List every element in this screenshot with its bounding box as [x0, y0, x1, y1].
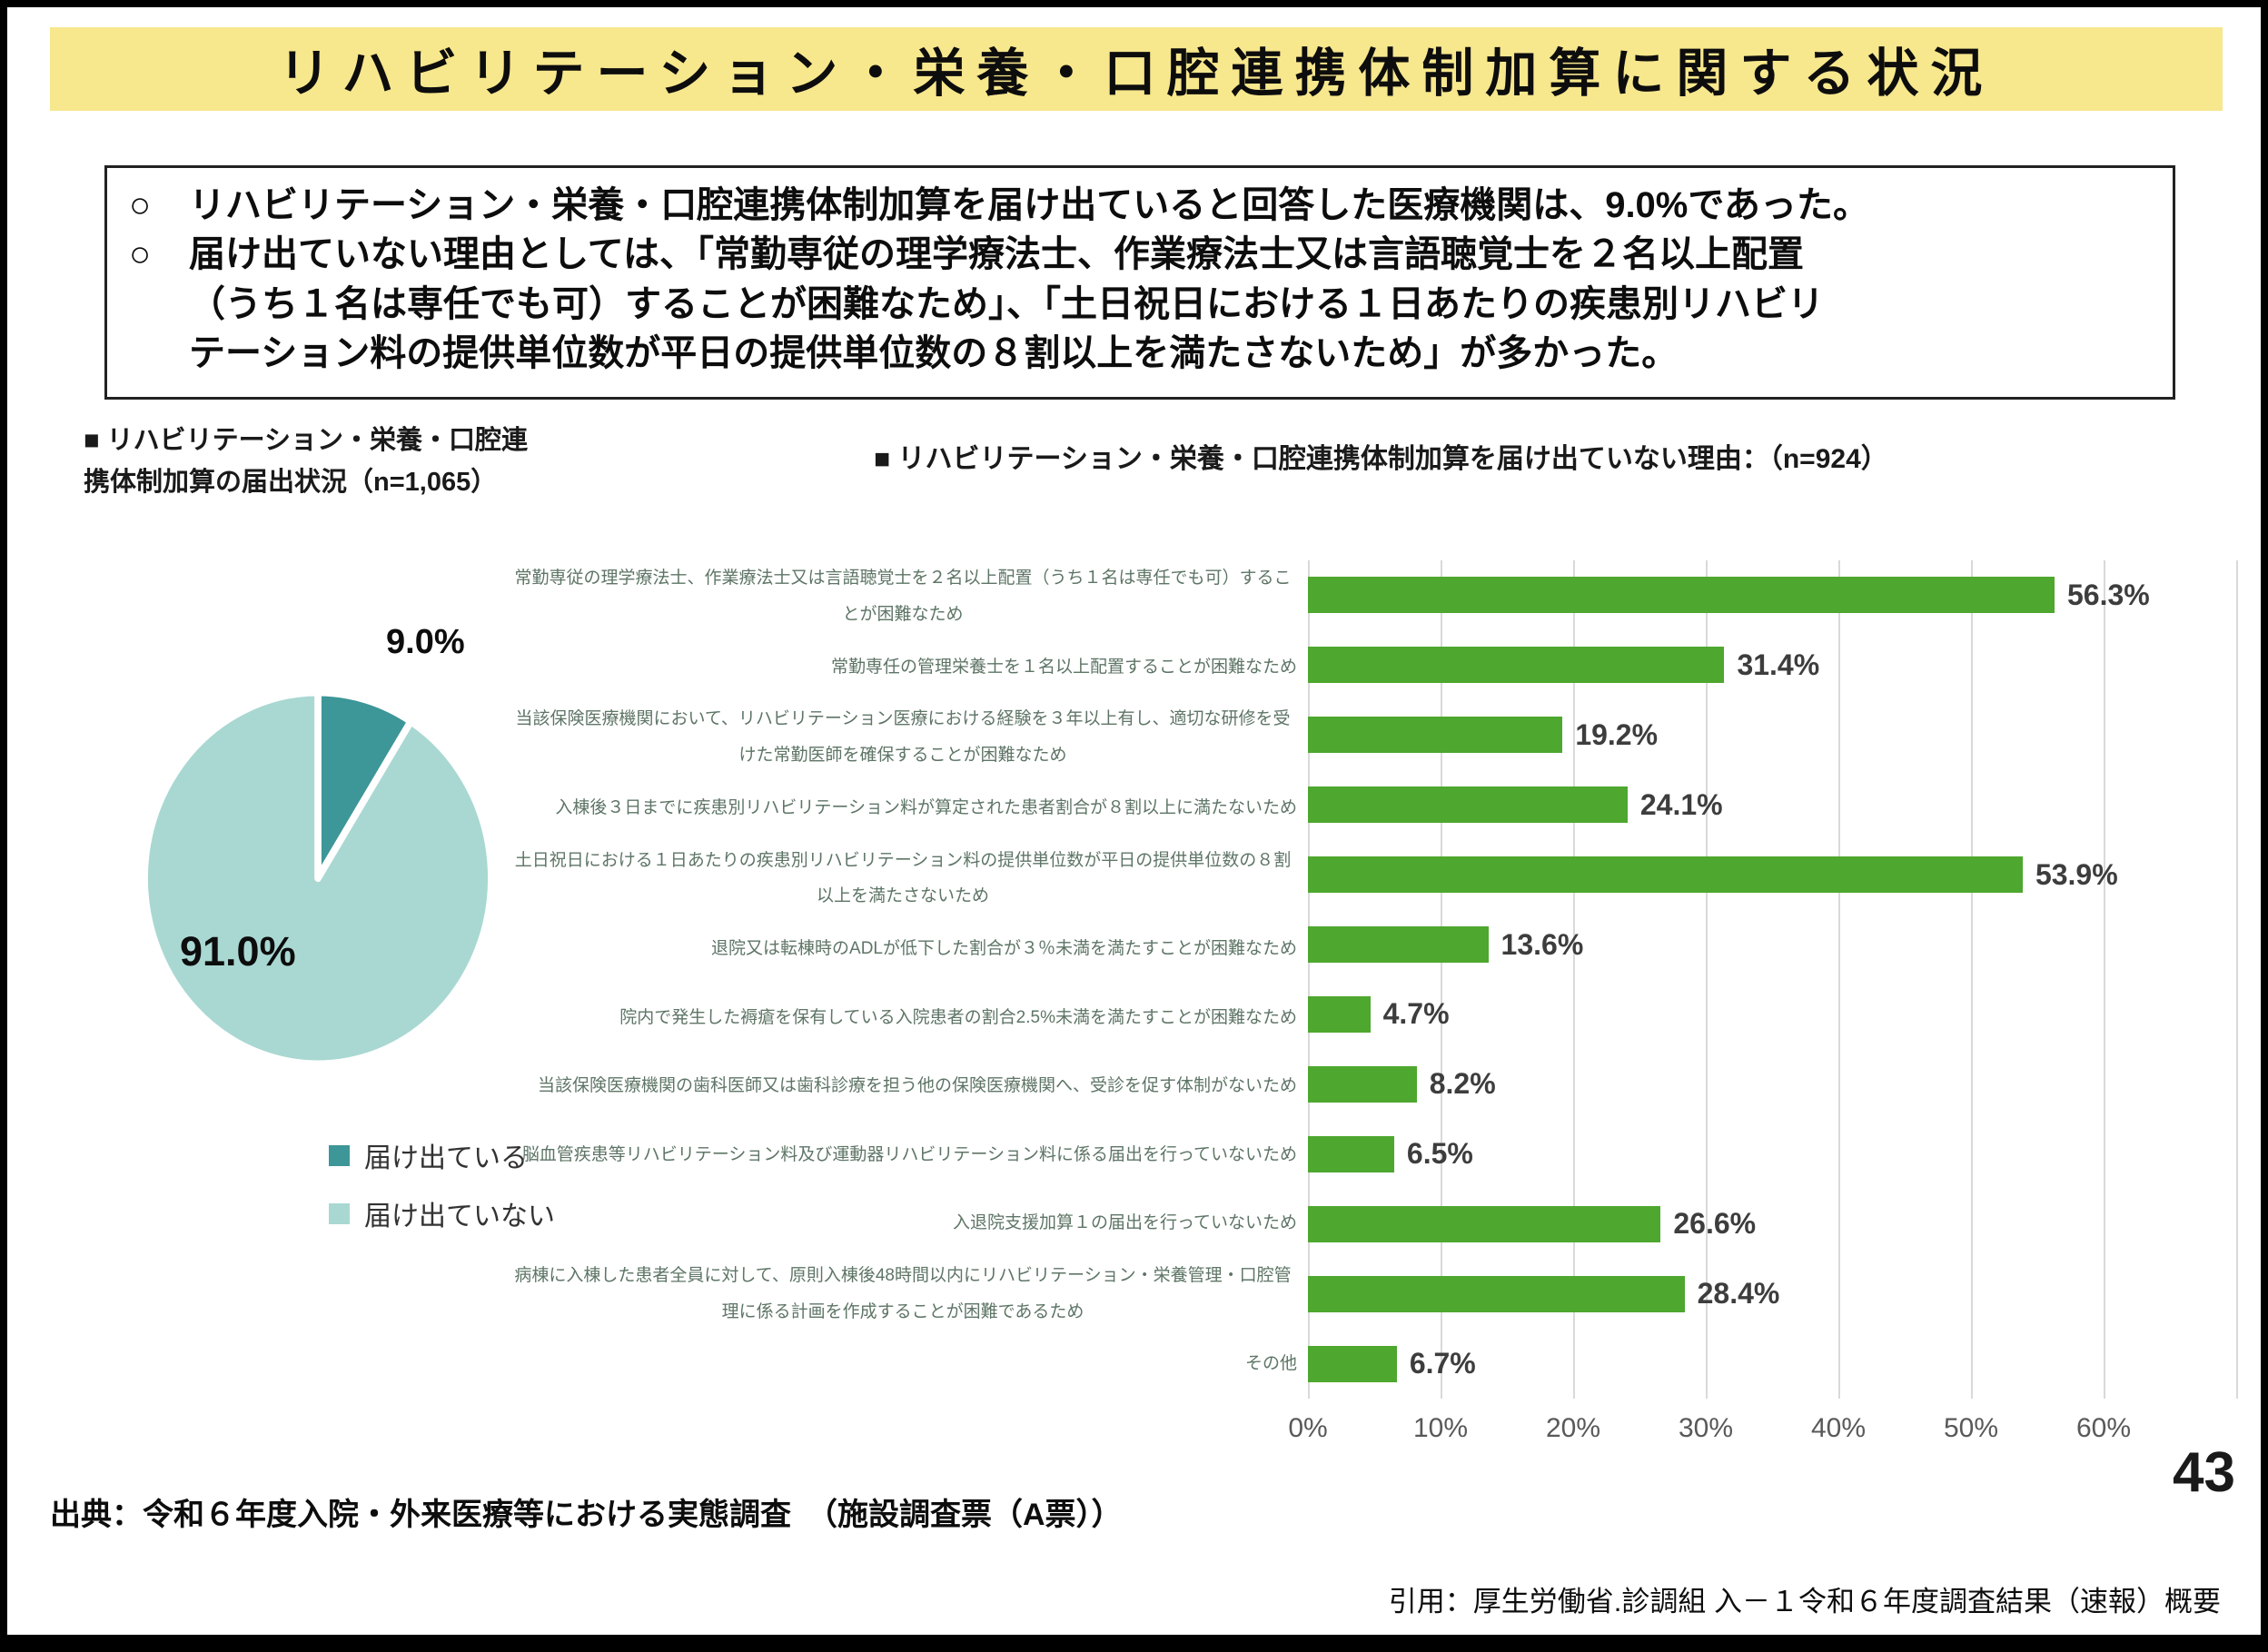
page-title: リハビリテーション・栄養・口腔連携体制加算に関する状況 — [50, 27, 2223, 111]
legend-label: 届け出ていない — [364, 1202, 555, 1232]
source-note: 出典：令和６年度入院・外来医療等における実態調査 （施設調査票（A票）） — [50, 1498, 1123, 1532]
bar-row: 28.4% — [1308, 1259, 2236, 1329]
gridline — [1573, 560, 1575, 1399]
bar-row: 53.9% — [1308, 840, 2236, 910]
bar-value-label: 24.1% — [1639, 787, 1723, 821]
bar — [1308, 1065, 1417, 1103]
gridline — [1308, 560, 1310, 1399]
summary-bullet-1-text: リハビリテーション・栄養・口腔連携体制加算を届け出ていると回答した医療機関は、9… — [189, 185, 1869, 225]
bar — [1308, 995, 1371, 1033]
bar-category-label: 退院又は転棟時のADLが低下した割合が３％未満を満たすことが困難なため — [711, 939, 1297, 959]
bar-value-label: 6.5% — [1406, 1137, 1473, 1171]
legend-label: 届け出ている — [364, 1143, 528, 1173]
x-axis-tick-label: 20% — [1545, 1413, 1601, 1443]
bar-row: 6.5% — [1308, 1119, 2236, 1189]
bar-category-label: その他 — [1244, 1354, 1297, 1374]
bar — [1308, 1345, 1397, 1382]
summary-bullet-2: ○ 届け出ていない理由としては、「常勤専従の理学療法士、作業療法士又は言語聴覚士… — [129, 230, 2151, 378]
bar — [1308, 1205, 1661, 1242]
gridline — [1838, 560, 1840, 1399]
bar-chart: 常勤専従の理学療法士、作業療法士又は言語聴覚士を２名以上配置（うち１名は専任でも… — [509, 560, 2238, 1443]
bar-value-label: 6.7% — [1409, 1347, 1476, 1380]
bar-row: 13.6% — [1308, 910, 2236, 980]
x-axis-tick-label: 40% — [1810, 1413, 1867, 1443]
pie-legend: 届け出ている 届け出ていない — [329, 1135, 555, 1233]
legend-swatch-light-teal — [329, 1202, 350, 1224]
x-axis-tick-label: 30% — [1678, 1413, 1734, 1443]
bar-category-label: 入退院支援加算１の届出を行っていないため — [952, 1213, 1297, 1233]
x-axis-tick-label: 50% — [1943, 1413, 1999, 1443]
legend-swatch-dark-teal — [329, 1144, 350, 1166]
gridline — [1706, 560, 1708, 1399]
bar-value-label: 8.2% — [1429, 1067, 1496, 1101]
pie-chart-title: ■ リハビリテーション・栄養・口腔連携体制加算の届出状況（n=1,065） — [84, 426, 528, 498]
bar-value-label: 53.9% — [2035, 857, 2118, 891]
summary-bullet-1: ○ リハビリテーション・栄養・口腔連携体制加算を届け出ていると回答した医療機関は… — [129, 181, 2151, 230]
gridline — [2236, 560, 2238, 1399]
bar — [1308, 647, 1725, 684]
bar-category-label: 当該保険医療機関の歯科医師又は歯科診療を担う他の保険医療機関へ、受診を促す体制が… — [537, 1076, 1297, 1096]
bullet-circle-icon: ○ — [129, 234, 152, 275]
bar-chart-plot-area: 56.3% 31.4% 19.2% 24.1% 53.9% 13.6% 4.7% 8.2% 6.… — [1308, 560, 2238, 1399]
gridline — [1441, 560, 1442, 1399]
bar-row: 4.7% — [1308, 980, 2236, 1050]
pie-slice — [141, 688, 495, 1068]
bar — [1308, 856, 2023, 894]
bar-row: 6.7% — [1308, 1329, 2236, 1399]
x-axis-tick-label: 10% — [1412, 1413, 1469, 1443]
bar-value-label: 28.4% — [1697, 1277, 1780, 1311]
bar — [1308, 717, 1563, 754]
bar-row: 8.2% — [1308, 1049, 2236, 1119]
legend-item-notified: 届け出ている — [329, 1135, 555, 1175]
bar-row: 31.4% — [1308, 630, 2236, 700]
bar-chart-title: ■ リハビリテーション・栄養・口腔連携体制加算を届け出ていない理由：（n=924… — [874, 444, 1888, 474]
x-axis-tick-label: 0% — [1288, 1413, 1328, 1443]
bar-value-label: 13.6% — [1500, 927, 1584, 961]
bar-category-label: 入棟後３日までに疾患別リハビリテーション料が算定された患者割合が８割以上に満たな… — [555, 797, 1297, 817]
pie-value-label-notified: 9.0% — [386, 623, 465, 661]
bar-category-label: 常勤専従の理学療法士、作業療法士又は言語聴覚士を２名以上配置（うち１名は専任でも… — [514, 569, 1292, 624]
bar-row: 26.6% — [1308, 1189, 2236, 1259]
x-axis-tick-label: 60% — [2075, 1413, 2132, 1443]
bullet-circle-icon: ○ — [129, 185, 152, 225]
bar-chart-category-labels: 常勤専従の理学療法士、作業療法士又は言語聴覚士を２名以上配置（うち１名は専任でも… — [509, 560, 1297, 1399]
bar-row: 19.2% — [1308, 700, 2236, 770]
bar-category-label: 病棟に入棟した患者全員に対して、原則入棟後48時間以内にリハビリテーション・栄養… — [514, 1265, 1292, 1321]
bar-category-label: 常勤専任の管理栄養士を１名以上配置することが困難なため — [830, 657, 1297, 677]
bar-row: 24.1% — [1308, 770, 2236, 840]
bar-row: 56.3% — [1308, 560, 2236, 630]
bar-value-label: 19.2% — [1575, 717, 1659, 751]
citation-note: 引用：厚生労働省.診調組 入－１令和６年度調査結果（速報）概要 — [1388, 1586, 2221, 1617]
bar-category-label: 院内で発生した褥瘡を保有している入院患者の割合2.5%未満を満たすことが困難なた… — [619, 1007, 1297, 1027]
gridline — [1971, 560, 1973, 1399]
bar-category-label: 土日祝日における１日あたりの疾患別リハビリテーション料の提供単位数が平日の提供単… — [514, 850, 1292, 906]
summary-bullet-2-line-3: テーション料の提供単位数が平日の提供単位数の８割以上を満たさないため」が多かった… — [189, 333, 1679, 374]
gridline — [2104, 560, 2105, 1399]
summary-bullet-2-line-2: （うち１名は専任でも可）することが困難なため」、「土日祝日における１日あたりの疾… — [189, 283, 1824, 324]
pie-value-label-not-notified: 91.0% — [180, 928, 296, 974]
bar — [1308, 926, 1489, 964]
legend-item-not-notified: 届け出ていない — [329, 1193, 555, 1233]
page-number: 43 — [2173, 1441, 2235, 1504]
bar — [1308, 577, 2055, 614]
summary-box: ○ リハビリテーション・栄養・口腔連携体制加算を届け出ていると回答した医療機関は… — [104, 165, 2175, 400]
bar-value-label: 4.7% — [1382, 997, 1450, 1031]
bar-value-label: 26.6% — [1673, 1207, 1757, 1241]
bar-category-label: 脳血管疾患等リハビリテーション料及び運動器リハビリテーション料に係る届出を行って… — [521, 1144, 1297, 1164]
bar — [1308, 1275, 1685, 1312]
bar-value-label: 56.3% — [2066, 578, 2150, 611]
summary-bullet-2-line-1: 届け出ていない理由としては、「常勤専従の理学療法士、作業療法士又は言語聴覚士を２… — [189, 234, 1804, 275]
bar — [1308, 1135, 1394, 1172]
pie-chart — [141, 688, 495, 1068]
summary-bullet-2-text: 届け出ていない理由としては、「常勤専従の理学療法士、作業療法士又は言語聴覚士を２… — [189, 230, 2151, 378]
bar-category-label: 当該保険医療機関において、リハビリテーション医療における経験を３年以上有し、適切… — [515, 709, 1291, 766]
bar — [1308, 786, 1628, 824]
bar-value-label: 31.4% — [1737, 648, 1820, 681]
